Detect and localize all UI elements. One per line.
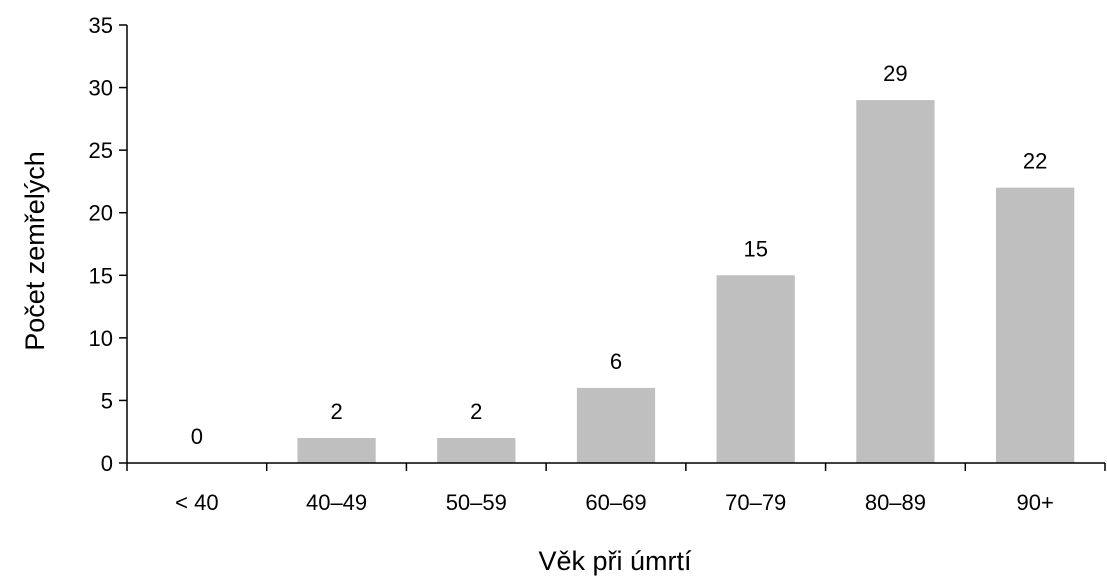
x-tick-label: 80–89 <box>865 490 926 515</box>
bars-group <box>297 100 1075 463</box>
y-ticks-group: 0 5 10 15 20 25 30 35 <box>89 13 127 476</box>
bar-data-label: 29 <box>883 61 907 86</box>
bar-data-label: 22 <box>1023 149 1047 174</box>
bar <box>576 387 656 463</box>
y-tick-label: 25 <box>89 138 113 163</box>
x-tick-label: 90+ <box>1016 490 1053 515</box>
bar <box>716 275 795 463</box>
bar-data-label: 2 <box>470 399 482 424</box>
y-tick-label: 5 <box>101 388 113 413</box>
y-tick-label: 10 <box>89 326 113 351</box>
bar-data-label: 2 <box>330 399 342 424</box>
x-tick-label: 70–79 <box>725 490 786 515</box>
x-tick-label: 60–69 <box>585 490 646 515</box>
bar-data-label: 0 <box>191 424 203 449</box>
y-tick-label: 20 <box>89 201 113 226</box>
bar-data-label: 15 <box>743 236 767 261</box>
y-axis-title: Počet zemřelých <box>20 151 50 351</box>
y-tick-label: 35 <box>89 13 113 38</box>
y-tick-label: 0 <box>101 451 113 476</box>
x-axis-title: Věk při úmrtí <box>538 546 692 576</box>
y-tick-label: 30 <box>89 76 113 101</box>
x-tick-label: 50–59 <box>446 490 507 515</box>
bar <box>996 187 1075 463</box>
bar <box>437 437 516 463</box>
y-tick-label: 15 <box>89 263 113 288</box>
x-ticks-group: < 40 40–49 50–59 60–69 70–79 80–89 90+ <box>126 463 1106 515</box>
x-tick-label: 40–49 <box>306 490 367 515</box>
x-tick-label: < 40 <box>175 490 218 515</box>
bar <box>297 437 376 463</box>
bar <box>856 100 935 463</box>
bar-data-label: 6 <box>610 349 622 374</box>
